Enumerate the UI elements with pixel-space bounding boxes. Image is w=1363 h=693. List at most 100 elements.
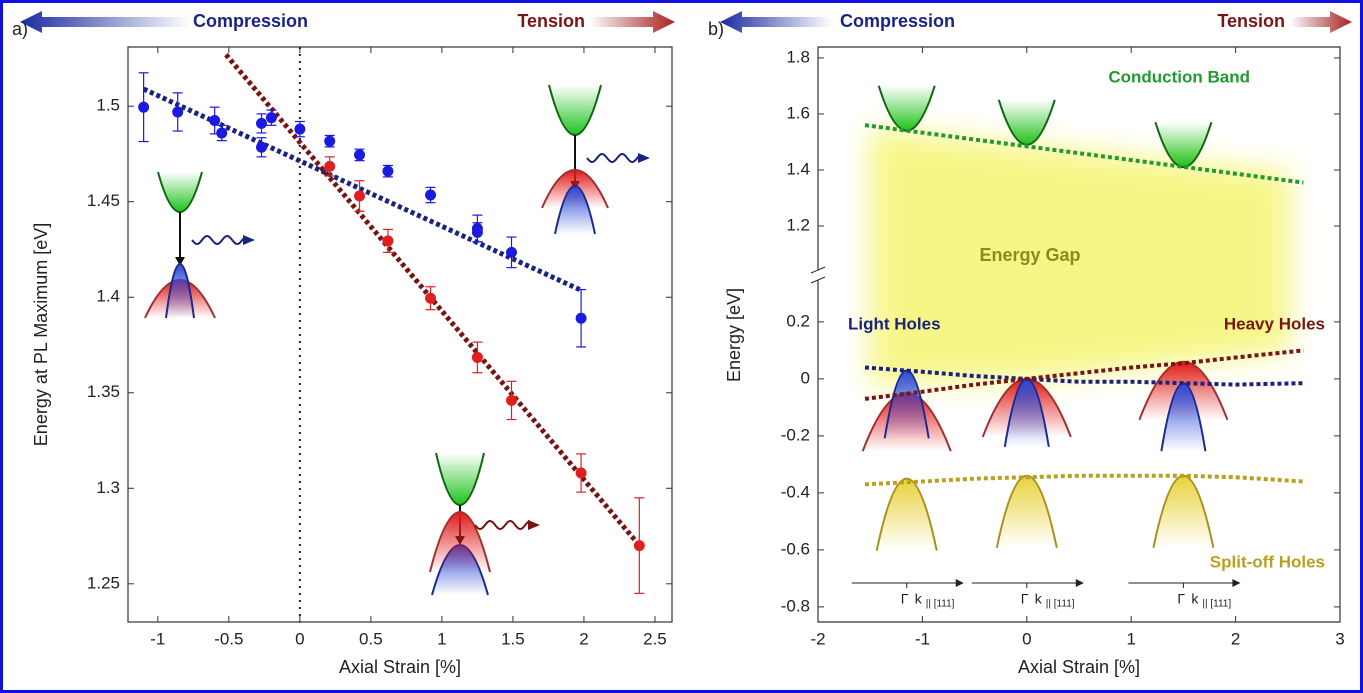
band-label: Split-off Holes bbox=[1210, 552, 1325, 571]
y-tick-label: 1.8 bbox=[786, 47, 810, 66]
band-edge bbox=[548, 84, 602, 136]
axis-break bbox=[810, 266, 826, 274]
gamma-label: Γ bbox=[901, 591, 909, 607]
band-edge bbox=[1138, 360, 1229, 421]
photon-head bbox=[528, 520, 540, 530]
y-tick-label: 1.6 bbox=[786, 103, 810, 122]
k-axis-head bbox=[1232, 579, 1241, 587]
compression-arrow bbox=[720, 11, 832, 33]
y-tick-label: 1.25 bbox=[87, 573, 120, 592]
compression-arrow bbox=[20, 11, 190, 33]
data-point bbox=[324, 135, 336, 147]
band-edge bbox=[429, 511, 491, 573]
data-point bbox=[138, 101, 150, 113]
band-edge bbox=[435, 452, 485, 506]
photon-head bbox=[243, 235, 255, 245]
gap-label: Energy Gap bbox=[979, 245, 1080, 265]
data-point bbox=[256, 117, 268, 129]
tension-label: Tension bbox=[1217, 11, 1285, 31]
band-edge bbox=[883, 369, 930, 439]
data-point bbox=[575, 312, 587, 324]
x-tick-label: 2.5 bbox=[643, 629, 667, 648]
data-point bbox=[172, 106, 184, 118]
panel-label: b) bbox=[708, 19, 724, 39]
data-point bbox=[505, 394, 517, 406]
plot-frame bbox=[817, 46, 1341, 623]
photon-head bbox=[638, 153, 650, 163]
data-point bbox=[575, 467, 587, 479]
data-point bbox=[633, 540, 645, 552]
y-tick-label: 1.3 bbox=[96, 478, 120, 497]
y-tick-label: -0.4 bbox=[781, 482, 810, 501]
y-tick-label: 1.35 bbox=[87, 382, 120, 401]
x-tick-label: 0 bbox=[1022, 629, 1031, 648]
k-axis-head bbox=[1075, 579, 1084, 587]
x-tick-label: -2 bbox=[810, 629, 825, 648]
k-label: k bbox=[915, 591, 923, 607]
x-tick-label: -1 bbox=[915, 629, 930, 648]
x-tick-label: 1 bbox=[437, 629, 446, 648]
band-label: Heavy Holes bbox=[1224, 314, 1325, 333]
gamma-label: Γ bbox=[1021, 591, 1029, 607]
band-edge bbox=[554, 185, 596, 235]
tension-label: Tension bbox=[517, 11, 585, 31]
y-tick-label: -0.6 bbox=[781, 539, 810, 558]
band-label: Conduction Band bbox=[1108, 67, 1250, 86]
transition-head bbox=[175, 257, 185, 266]
k-label: k bbox=[1191, 591, 1199, 607]
data-point bbox=[354, 149, 366, 161]
data-point bbox=[209, 115, 221, 127]
x-tick-label: 1.5 bbox=[501, 629, 525, 648]
fit-line bbox=[224, 53, 640, 546]
data-point bbox=[425, 189, 437, 201]
band-line bbox=[864, 473, 1304, 487]
k-subscript: || [111] bbox=[1202, 599, 1231, 610]
y-tick-label: 1.45 bbox=[87, 191, 120, 210]
data-point bbox=[256, 141, 268, 153]
axis-break bbox=[810, 276, 826, 284]
compression-label: Compression bbox=[840, 11, 955, 31]
data-point bbox=[471, 351, 483, 363]
y-tick-label: 1.4 bbox=[96, 287, 120, 306]
x-axis-label: Axial Strain [%] bbox=[339, 657, 461, 677]
x-tick-label: 3 bbox=[1335, 629, 1344, 648]
x-tick-label: -1 bbox=[150, 629, 165, 648]
band-label: Light Holes bbox=[848, 314, 941, 333]
k-label: k bbox=[1035, 591, 1043, 607]
k-axis-head bbox=[955, 579, 964, 587]
tension-arrow bbox=[590, 11, 675, 33]
photon bbox=[586, 152, 641, 164]
data-point bbox=[382, 235, 394, 247]
data-point bbox=[505, 246, 517, 258]
plot-frame bbox=[127, 46, 673, 623]
gamma-label: Γ bbox=[1177, 591, 1185, 607]
data-point bbox=[425, 292, 437, 304]
photon bbox=[474, 519, 531, 531]
x-tick-label: -0.5 bbox=[214, 629, 243, 648]
band-edge bbox=[541, 169, 609, 209]
data-point bbox=[382, 165, 394, 177]
photon bbox=[191, 234, 246, 246]
y-tick-label: 0.2 bbox=[786, 311, 810, 330]
band-line bbox=[864, 365, 1304, 387]
x-tick-label: 0 bbox=[295, 629, 304, 648]
data-point bbox=[216, 127, 228, 139]
k-subscript: || [111] bbox=[926, 599, 955, 610]
x-axis-label: Axial Strain [%] bbox=[1018, 657, 1140, 677]
y-tick-label: 1.4 bbox=[786, 159, 810, 178]
y-tick-label: -0.8 bbox=[781, 596, 810, 615]
band-edge bbox=[1154, 121, 1213, 168]
gap-shading bbox=[870, 128, 1290, 385]
data-point bbox=[471, 226, 483, 238]
compression-label: Compression bbox=[193, 11, 308, 31]
y-tick-label: -0.2 bbox=[781, 425, 810, 444]
y-axis-label: Energy at PL Maximum [eV] bbox=[31, 223, 51, 446]
y-tick-label: 0 bbox=[801, 368, 810, 387]
data-point bbox=[294, 123, 306, 135]
band-edge bbox=[165, 263, 195, 319]
panel-label: a) bbox=[12, 19, 28, 39]
data-point bbox=[265, 112, 277, 124]
band-line bbox=[864, 123, 1304, 185]
